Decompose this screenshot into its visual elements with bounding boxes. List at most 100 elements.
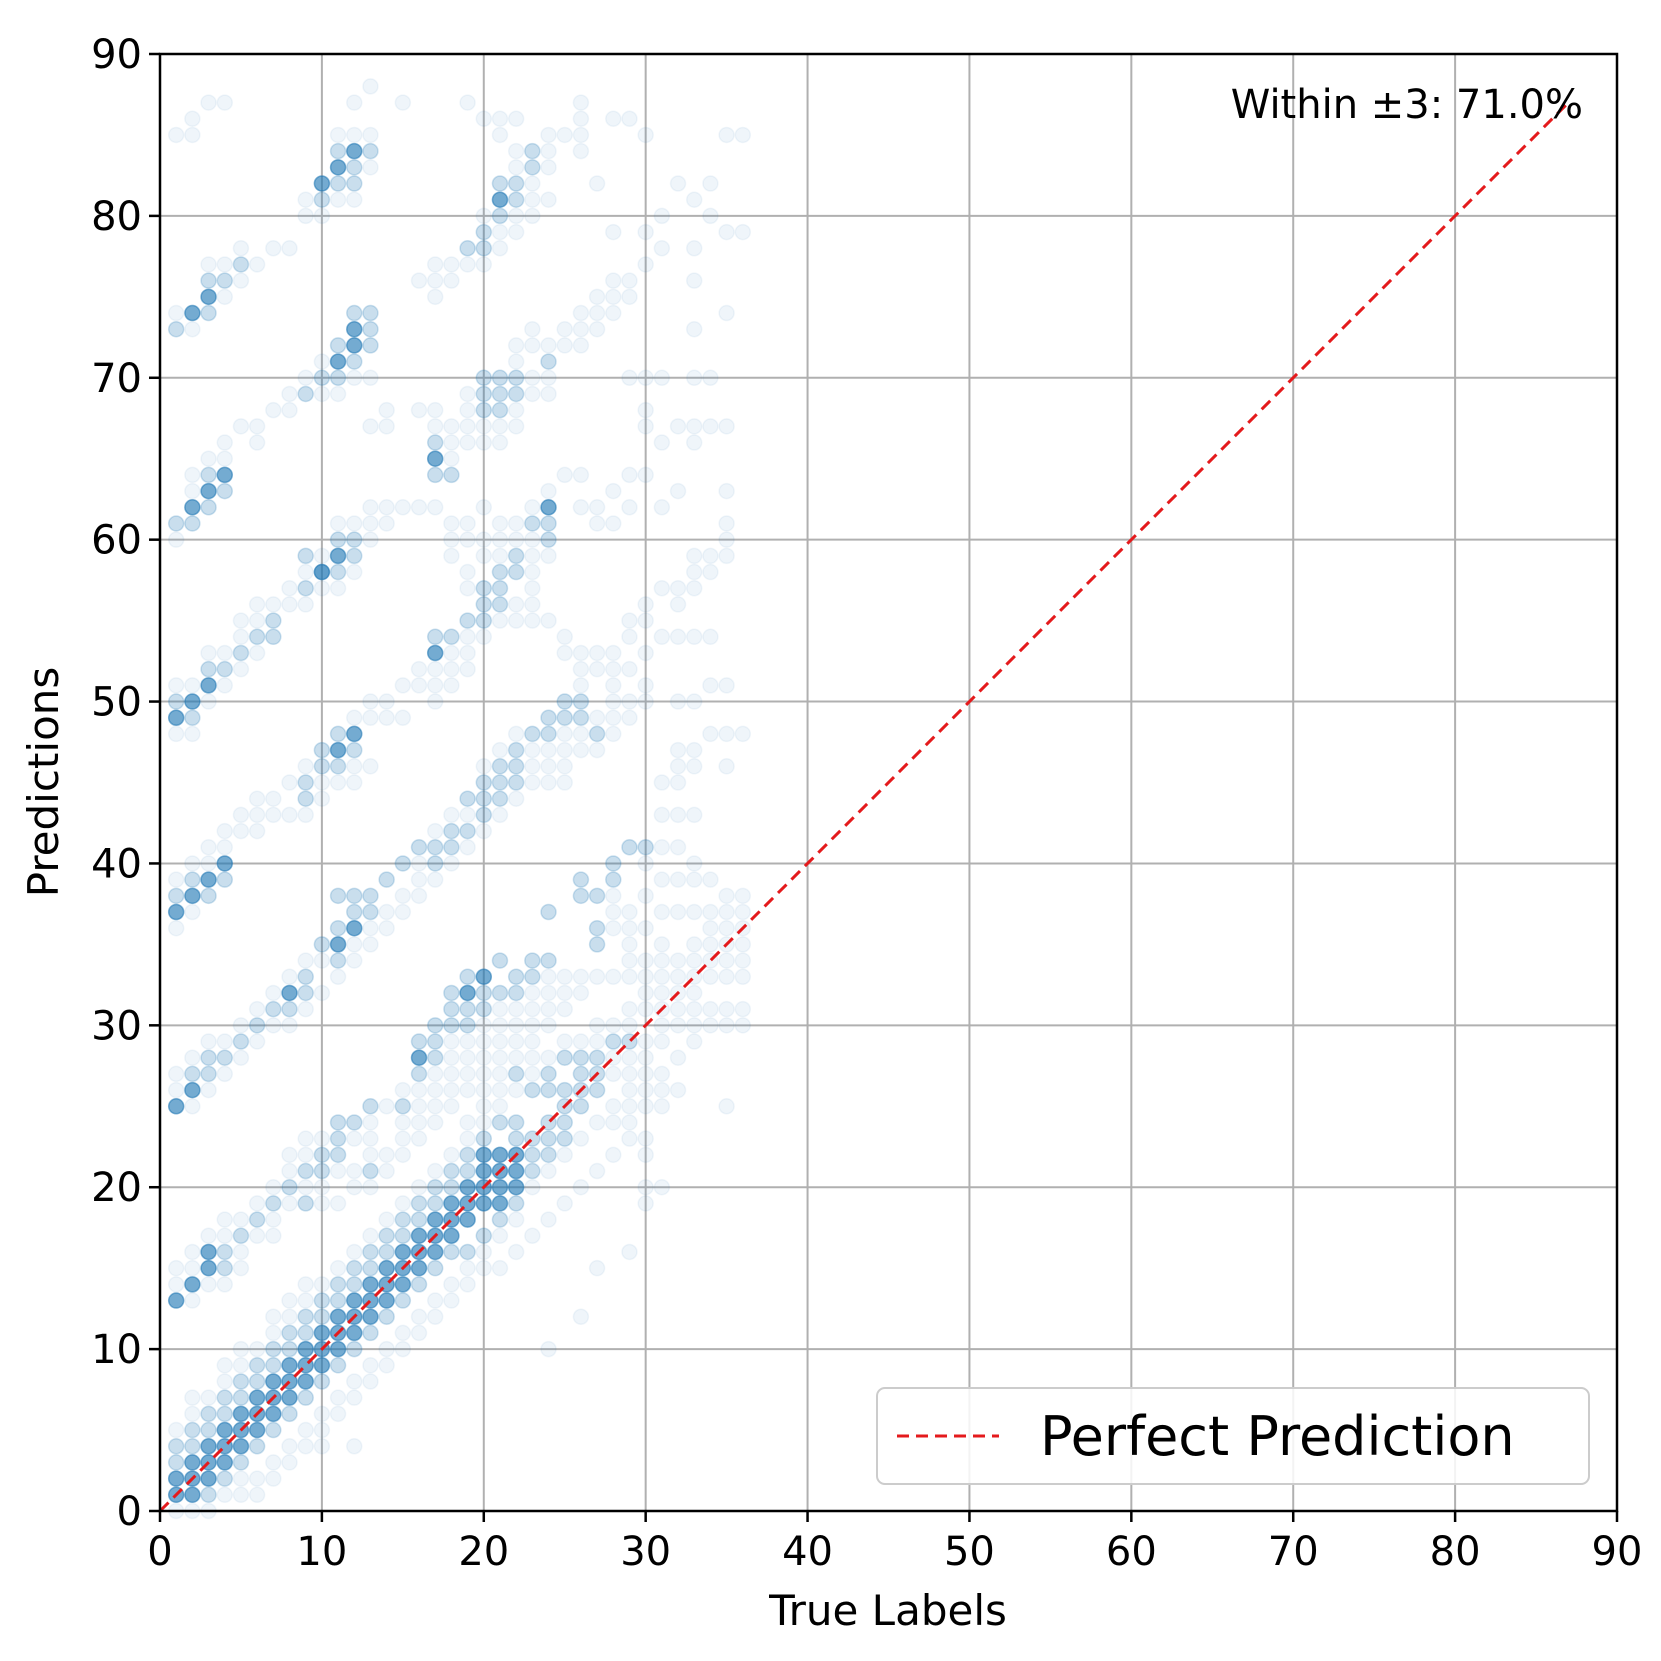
data-point	[621, 693, 638, 710]
data-point	[540, 499, 557, 516]
data-point	[426, 288, 444, 306]
data-point	[524, 1000, 541, 1018]
data-point	[718, 903, 735, 921]
data-point	[167, 126, 185, 144]
data-point	[216, 1470, 234, 1487]
data-point	[313, 1357, 331, 1374]
data-point	[346, 774, 363, 791]
data-point	[475, 385, 493, 403]
data-point	[394, 1227, 412, 1245]
data-point	[556, 320, 573, 338]
data-point	[475, 1081, 493, 1099]
data-point	[443, 1000, 460, 1018]
data-point	[346, 175, 363, 192]
data-point	[459, 418, 476, 435]
data-point	[475, 1146, 493, 1164]
data-point	[443, 984, 460, 1002]
data-point	[378, 709, 395, 726]
data-point	[491, 240, 509, 257]
data-point	[346, 1259, 363, 1277]
data-point	[459, 628, 476, 646]
data-point	[410, 499, 428, 516]
data-point	[394, 94, 412, 111]
data-point	[507, 1195, 525, 1212]
data-point	[313, 207, 331, 225]
data-point	[507, 984, 525, 1002]
data-point	[394, 1114, 412, 1131]
data-point	[491, 790, 509, 807]
data-point	[475, 822, 493, 840]
data-point	[718, 725, 735, 743]
data-point	[459, 1146, 476, 1164]
data-point	[248, 1373, 266, 1390]
data-point	[394, 887, 412, 905]
data-point	[248, 1470, 266, 1487]
data-point	[653, 936, 671, 953]
data-point	[346, 142, 363, 160]
data-point	[572, 499, 590, 516]
data-point	[313, 385, 331, 403]
data-point	[394, 499, 412, 516]
data-point	[265, 1178, 282, 1196]
data-point	[297, 1130, 314, 1147]
data-point	[491, 984, 509, 1002]
data-point	[605, 1017, 622, 1034]
data-point	[265, 240, 282, 257]
data-point	[346, 353, 363, 370]
data-point	[572, 677, 590, 694]
data-point	[734, 725, 752, 743]
data-point	[605, 709, 622, 726]
data-point	[734, 1000, 752, 1018]
data-point	[426, 272, 444, 289]
data-point	[572, 725, 590, 743]
data-point	[378, 871, 395, 888]
data-point	[167, 304, 185, 322]
data-point	[588, 644, 606, 662]
data-point	[669, 579, 687, 597]
data-point	[540, 1146, 557, 1164]
data-point	[329, 1389, 347, 1406]
data-point	[459, 660, 476, 678]
data-point	[313, 1437, 331, 1455]
data-point	[329, 547, 347, 565]
data-point	[394, 677, 412, 694]
x-tick-label: 10	[296, 1529, 347, 1575]
data-point	[669, 758, 687, 775]
data-point	[637, 612, 654, 629]
y-tick-label: 40	[91, 841, 142, 887]
data-point	[329, 758, 347, 775]
data-point	[507, 1178, 525, 1196]
data-point	[426, 839, 444, 856]
data-point	[346, 1178, 363, 1196]
data-point	[362, 758, 379, 775]
data-point	[232, 1470, 250, 1487]
data-point	[200, 839, 217, 856]
data-point	[556, 126, 573, 144]
data-point	[572, 968, 590, 986]
data-point	[394, 1146, 412, 1164]
data-point	[524, 320, 541, 338]
x-tick-label: 30	[620, 1529, 671, 1575]
data-point	[329, 1340, 347, 1358]
data-point	[524, 579, 541, 597]
data-point	[540, 385, 557, 403]
data-point	[685, 1033, 703, 1050]
data-point	[637, 1178, 654, 1196]
data-point	[184, 1292, 201, 1309]
data-point	[621, 1243, 638, 1261]
data-point	[378, 1340, 395, 1358]
data-point	[540, 1000, 557, 1018]
data-point	[200, 887, 217, 905]
data-point	[459, 644, 476, 662]
data-point	[184, 1049, 201, 1066]
data-point	[443, 855, 460, 872]
data-point	[718, 919, 735, 937]
data-point	[507, 337, 525, 354]
data-point	[297, 1437, 314, 1455]
data-point	[362, 1146, 379, 1164]
data-point	[605, 1114, 622, 1131]
data-point	[540, 159, 557, 176]
data-point	[281, 1000, 298, 1018]
data-point	[394, 1211, 412, 1228]
